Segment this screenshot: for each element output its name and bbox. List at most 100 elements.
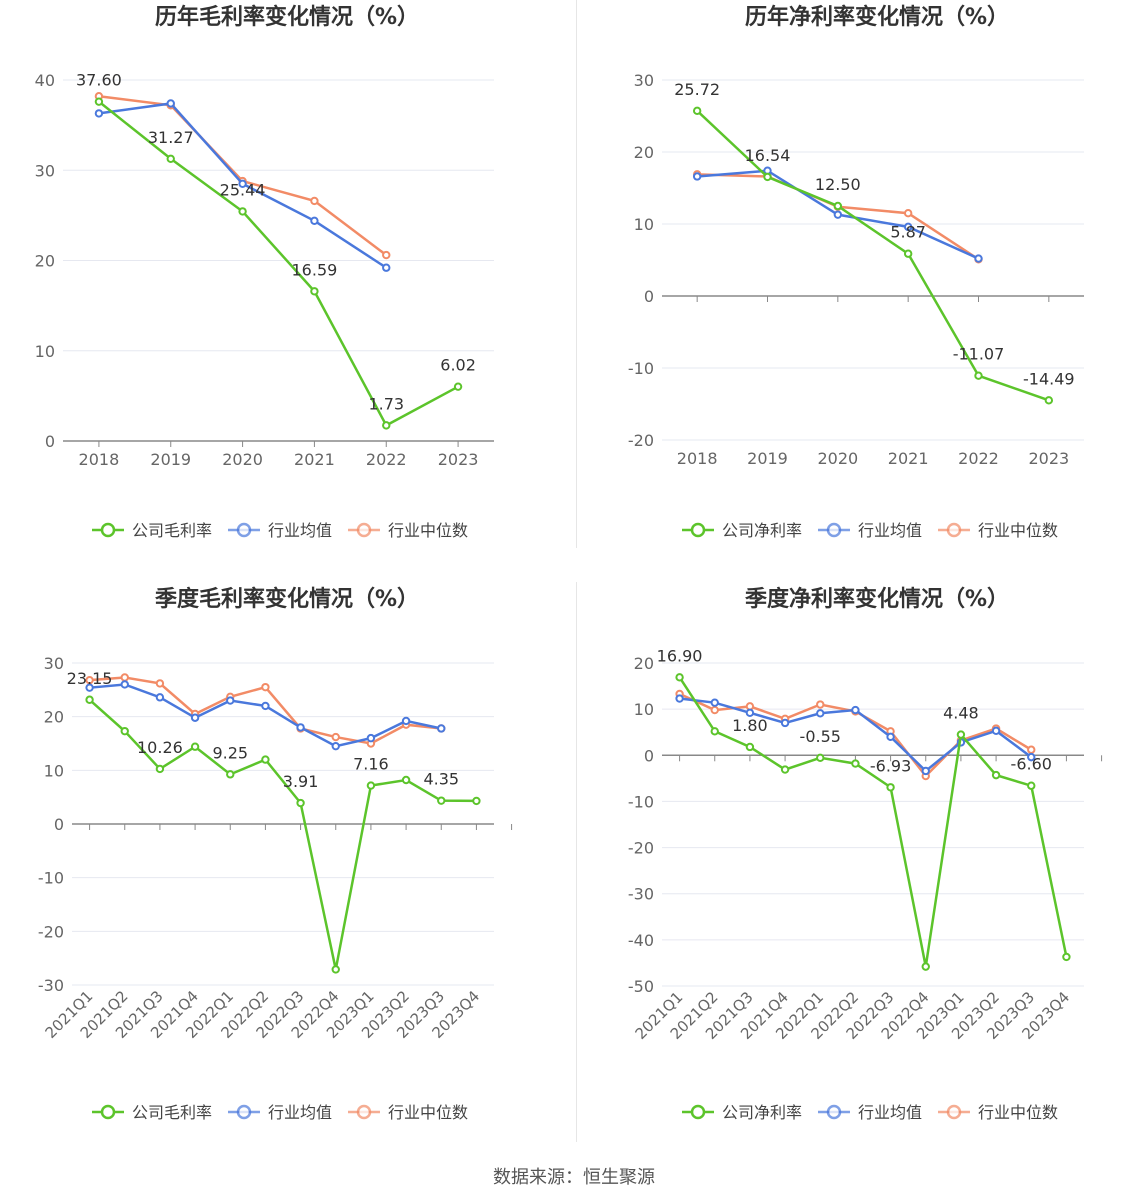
data-point-company	[903, 249, 913, 258]
chart-svg: 历年净利率变化情况（%） -20 -10 0 10 20 30 2018 2019 2020 202…	[628, 4, 1084, 540]
legend-marker	[356, 522, 372, 538]
data-point-industry_avg	[692, 172, 702, 181]
x-tick-label: 2021	[888, 449, 929, 468]
legend-item-company: 公司净利率	[682, 1103, 802, 1122]
legend-item-industry_avg: 行业均值	[818, 521, 922, 540]
series-line-industry_median	[98, 95, 388, 257]
x-tick-label: 2023	[1028, 449, 1069, 468]
legend-label: 行业中位数	[388, 1103, 468, 1122]
data-point-company	[1062, 952, 1071, 962]
data-label: 1.80	[732, 716, 768, 735]
legend-item-company: 公司毛利率	[92, 521, 212, 540]
legend-item-industry_avg: 行业均值	[228, 521, 332, 540]
data-point-industry_avg	[903, 222, 913, 232]
chart-title: 历年净利率变化情况（%）	[745, 4, 1009, 30]
legend-marker	[826, 522, 842, 538]
y-tick-label: 20	[634, 143, 654, 162]
data-point-industry_avg	[366, 733, 376, 743]
y-tick-label: -20	[628, 839, 654, 858]
y-tick-label: 30	[35, 161, 55, 180]
y-tick-label: -10	[628, 792, 654, 811]
data-point-industry_avg	[921, 766, 930, 776]
y-tick-label: 0	[45, 432, 55, 451]
data-label: 31.27	[148, 128, 194, 147]
data-point-industry_median	[310, 196, 319, 206]
data-point-company	[780, 765, 790, 774]
quarterly-net-margin-chart: 季度净利率变化情况（%） -50 -40 -30 -20 -10 0 10 20 2021Q1 20…	[590, 582, 1148, 1162]
data-point-company	[155, 764, 165, 774]
data-label: 23.15	[67, 669, 113, 688]
x-tick-label: 2023	[438, 450, 479, 469]
legend-marker	[100, 1104, 116, 1120]
y-tick-label: 10	[44, 761, 64, 780]
data-point-company	[85, 695, 94, 704]
data-point-company	[401, 775, 411, 785]
data-point-company	[382, 421, 391, 430]
data-point-industry_avg	[382, 263, 391, 272]
quarterly-gross-margin-chart: 季度毛利率变化情况（%） -30 -20 -10 0 10 20 30 2021Q1 2021Q2…	[0, 582, 574, 1162]
data-point-industry_avg	[886, 732, 895, 742]
series-line-company	[98, 100, 459, 428]
data-point-industry_median	[1027, 745, 1036, 754]
data-point-industry_avg	[1027, 752, 1036, 762]
data-point-industry_median	[155, 679, 165, 688]
data-point-industry_avg	[85, 683, 94, 692]
y-tick-label: -40	[628, 931, 654, 950]
data-point-company	[763, 172, 772, 182]
data-point-industry_avg	[401, 716, 411, 726]
series-line-company	[696, 109, 1050, 402]
data-point-industry_median	[745, 702, 755, 711]
vertical-divider	[576, 0, 577, 548]
legend-item-industry_median: 行业中位数	[348, 1103, 468, 1122]
data-point-industry_avg	[780, 718, 790, 728]
series-line-company	[88, 698, 477, 970]
legend-marker	[690, 1104, 706, 1120]
series-line-industry_avg	[89, 683, 442, 748]
legend-label: 行业中位数	[978, 521, 1058, 540]
data-point-industry_avg	[226, 696, 235, 705]
data-point-industry_avg	[166, 99, 175, 108]
data-point-industry_median	[903, 209, 913, 218]
data-point-company	[437, 796, 446, 805]
y-tick-label: 10	[634, 215, 654, 234]
data-point-company	[331, 965, 340, 974]
chart-svg: 历年毛利率变化情况（%） 0 10 20 30 40 2018 2019 2020 2021 202…	[35, 4, 494, 540]
data-point-company	[1044, 396, 1054, 405]
series-line-company	[678, 676, 1068, 967]
legend-label: 公司净利率	[722, 1103, 802, 1122]
legend-item-industry_median: 行业中位数	[348, 521, 468, 540]
data-point-industry_avg	[437, 724, 446, 733]
data-point-company	[120, 726, 129, 736]
legend-marker	[356, 1104, 372, 1120]
data-label: 1.73	[368, 394, 404, 413]
x-tick-label: 2020	[222, 450, 263, 469]
data-point-industry_avg	[991, 726, 1001, 736]
y-tick-label: -50	[628, 977, 654, 996]
data-label: 10.26	[137, 738, 183, 757]
chart-title: 历年毛利率变化情况（%）	[155, 4, 419, 30]
data-point-company	[261, 755, 270, 764]
data-label: 4.35	[423, 770, 459, 789]
y-tick-label: -20	[38, 922, 64, 941]
data-point-company	[833, 201, 843, 211]
data-point-company	[226, 770, 235, 779]
data-label: -0.55	[800, 727, 841, 746]
legend-label: 行业均值	[268, 521, 332, 540]
data-label: 12.50	[815, 175, 861, 194]
data-point-company	[310, 287, 319, 296]
data-point-industry_median	[331, 732, 340, 742]
data-point-company	[991, 770, 1001, 780]
data-point-company	[366, 781, 376, 790]
legend-marker	[236, 522, 252, 538]
data-point-industry_median	[382, 250, 391, 260]
data-point-company	[190, 742, 200, 751]
data-point-company	[238, 207, 247, 216]
y-tick-label: -30	[38, 976, 64, 995]
legend-marker	[100, 522, 116, 538]
data-label: -6.93	[870, 756, 911, 775]
y-tick-label: 0	[644, 746, 654, 765]
legend-item-industry_avg: 行业均值	[818, 1103, 922, 1122]
legend-label: 公司净利率	[722, 521, 802, 540]
data-label: 16.54	[745, 146, 791, 165]
data-point-industry_median	[816, 700, 825, 709]
